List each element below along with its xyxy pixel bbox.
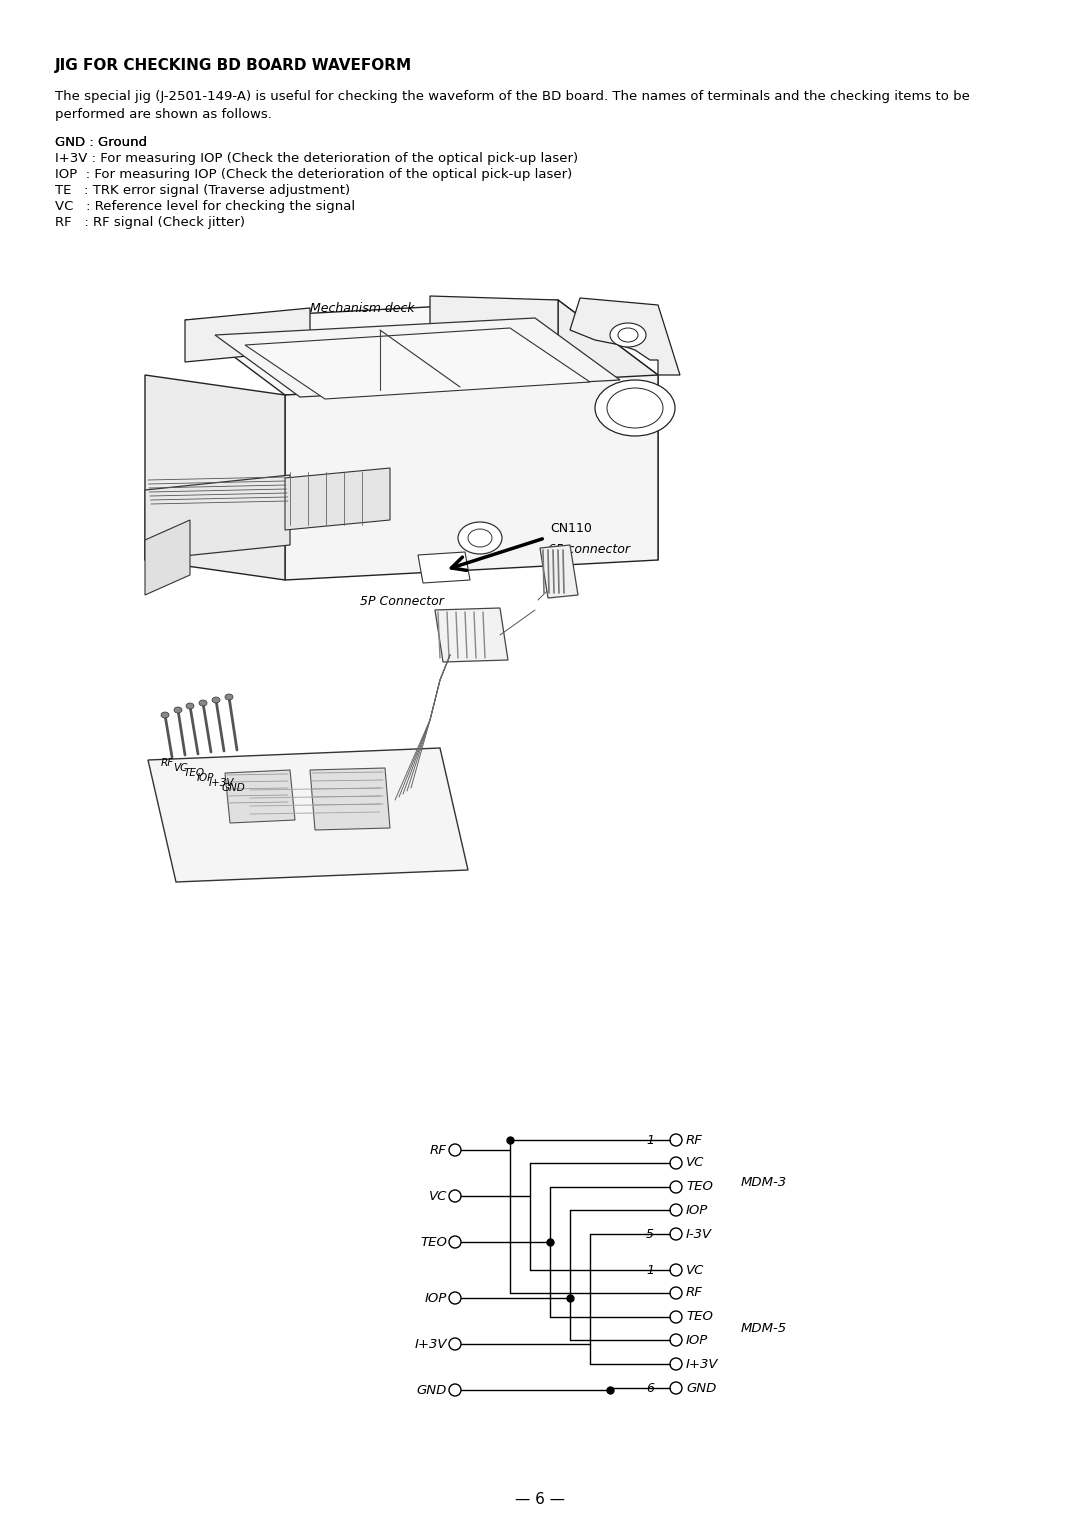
Text: RF: RF: [430, 1143, 447, 1157]
Polygon shape: [285, 374, 658, 581]
Ellipse shape: [618, 329, 638, 342]
Ellipse shape: [161, 712, 168, 718]
Polygon shape: [558, 299, 658, 559]
Text: IOP: IOP: [686, 1334, 708, 1346]
Text: I+3V: I+3V: [686, 1357, 718, 1371]
Polygon shape: [145, 520, 190, 594]
Text: TEO: TEO: [686, 1181, 713, 1193]
Text: VC: VC: [429, 1189, 447, 1203]
Polygon shape: [185, 309, 310, 362]
Text: JIG FOR CHECKING BD BOARD WAVEFORM: JIG FOR CHECKING BD BOARD WAVEFORM: [55, 58, 413, 73]
Text: TEO: TEO: [686, 1311, 713, 1323]
Text: IOP: IOP: [424, 1291, 447, 1305]
Text: MDM-5: MDM-5: [741, 1323, 787, 1335]
Ellipse shape: [186, 703, 194, 709]
Text: 5: 5: [646, 1227, 654, 1241]
Polygon shape: [145, 475, 291, 559]
Polygon shape: [285, 468, 390, 530]
Polygon shape: [430, 296, 558, 341]
Polygon shape: [245, 329, 590, 399]
Text: I+3V: I+3V: [415, 1337, 447, 1351]
Ellipse shape: [174, 707, 183, 714]
Ellipse shape: [595, 380, 675, 435]
Text: TEO: TEO: [184, 769, 205, 778]
Polygon shape: [185, 299, 658, 396]
Text: — 6 —: — 6 —: [515, 1493, 565, 1508]
Text: GND: GND: [222, 782, 246, 793]
Text: RF   : RF signal (Check jitter): RF : RF signal (Check jitter): [55, 215, 245, 229]
Text: IOP: IOP: [197, 773, 214, 782]
Polygon shape: [225, 770, 295, 824]
Text: 6: 6: [646, 1381, 654, 1395]
Polygon shape: [145, 374, 285, 581]
Text: VC: VC: [686, 1264, 704, 1276]
Polygon shape: [418, 552, 470, 584]
Text: I+3V: I+3V: [210, 778, 234, 788]
Text: TE   : TRK error signal (Traverse adjustment): TE : TRK error signal (Traverse adjustme…: [55, 183, 350, 197]
Text: VC   : Reference level for checking the signal: VC : Reference level for checking the si…: [55, 200, 355, 212]
Ellipse shape: [199, 700, 207, 706]
Text: TEO: TEO: [420, 1236, 447, 1248]
Text: The special jig (J-2501-149-A) is useful for checking the waveform of the BD boa: The special jig (J-2501-149-A) is useful…: [55, 90, 970, 102]
Text: IOP: IOP: [686, 1204, 708, 1216]
Text: 6P connector: 6P connector: [548, 542, 630, 556]
Text: CN110: CN110: [550, 523, 592, 535]
Ellipse shape: [212, 697, 220, 703]
Text: Mechanism deck: Mechanism deck: [310, 303, 415, 315]
Text: RF: RF: [686, 1287, 703, 1299]
Text: GND : Ground: GND : Ground: [55, 136, 147, 150]
Ellipse shape: [225, 694, 233, 700]
Text: GND: GND: [686, 1381, 716, 1395]
Ellipse shape: [607, 388, 663, 428]
Text: MDM-3: MDM-3: [741, 1177, 787, 1189]
Polygon shape: [310, 769, 390, 830]
Text: VC: VC: [686, 1157, 704, 1169]
Text: GND : Ground: GND : Ground: [55, 136, 147, 150]
Text: VC: VC: [173, 762, 187, 773]
Text: RF: RF: [161, 758, 174, 769]
Polygon shape: [148, 749, 468, 882]
Polygon shape: [435, 608, 508, 662]
Text: 5P Connector: 5P Connector: [360, 594, 444, 608]
Text: 1: 1: [646, 1264, 654, 1276]
Ellipse shape: [610, 322, 646, 347]
Text: GND: GND: [417, 1383, 447, 1397]
Text: RF: RF: [686, 1134, 703, 1146]
Polygon shape: [570, 298, 680, 374]
Text: performed are shown as follows.: performed are shown as follows.: [55, 108, 272, 121]
Text: I-3V: I-3V: [686, 1227, 712, 1241]
Text: IOP  : For measuring IOP (Check the deterioration of the optical pick-up laser): IOP : For measuring IOP (Check the deter…: [55, 168, 572, 180]
Text: I+3V : For measuring IOP (Check the deterioration of the optical pick-up laser): I+3V : For measuring IOP (Check the dete…: [55, 151, 578, 165]
Polygon shape: [215, 318, 620, 397]
Polygon shape: [540, 545, 578, 597]
Ellipse shape: [468, 529, 492, 547]
Text: 1: 1: [646, 1134, 654, 1146]
Ellipse shape: [458, 523, 502, 555]
